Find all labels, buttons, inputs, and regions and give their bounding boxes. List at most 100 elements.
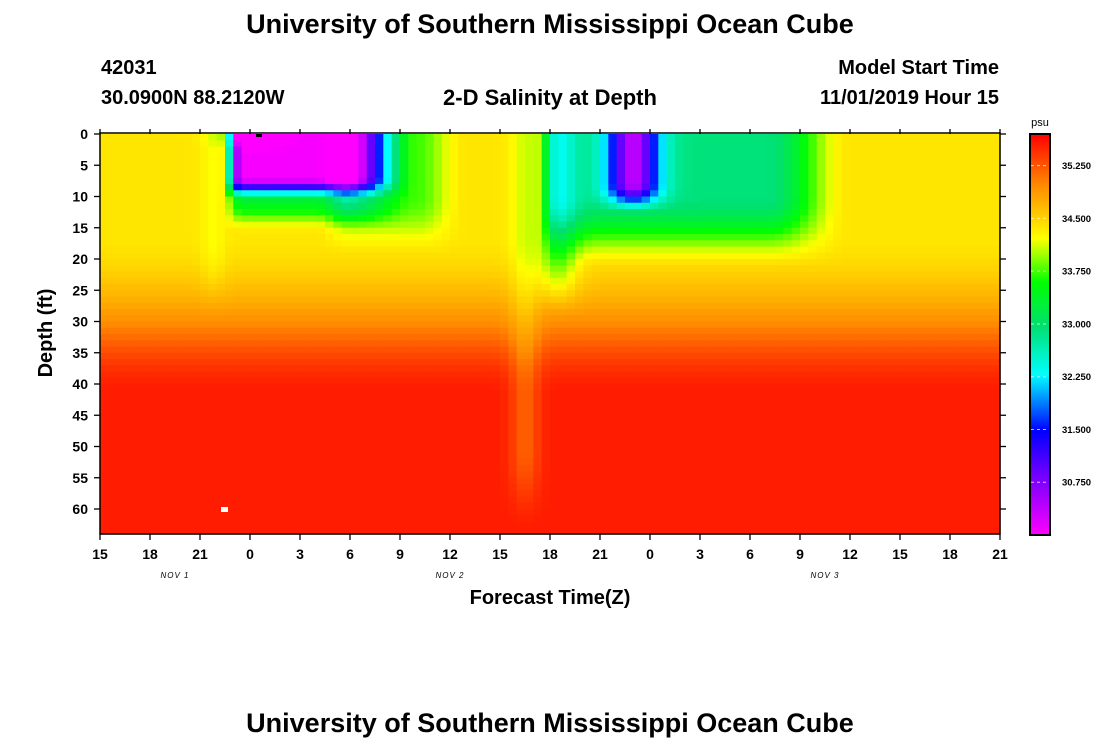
heatmap-cell [675,346,684,354]
heatmap-cell [216,277,226,285]
heatmap-cell [575,277,584,285]
heatmap-cell [225,334,234,341]
heatmap-cell [266,215,276,223]
heatmap-cell [641,465,651,473]
heatmap-cell [408,240,418,248]
heatmap-cell [716,459,726,466]
heatmap-cell [516,502,526,510]
heatmap-cell [316,496,326,504]
heatmap-cell [258,246,268,254]
heatmap-cell [650,427,659,435]
heatmap-cell [275,359,284,366]
heatmap-cell [541,246,551,254]
heatmap-cell [116,296,126,304]
heatmap-cell [141,209,151,216]
heatmap-cell [583,352,593,360]
heatmap-cell [516,527,526,535]
heatmap-cell [258,502,268,510]
heatmap-cell [208,327,218,335]
heatmap-cell [425,440,434,448]
heatmap-cell [708,146,718,154]
heatmap-cell [108,377,118,385]
heatmap-cell [408,421,418,429]
heatmap-cell [625,440,634,448]
heatmap-cell [525,527,534,535]
heatmap-cell [525,184,534,191]
heatmap-cell [600,340,609,348]
heatmap-cell [216,302,226,310]
heatmap-cell [300,496,309,504]
heatmap-cell [500,527,509,535]
heatmap-cell [408,452,418,460]
heatmap-cell [400,440,409,448]
heatmap-cell [283,334,293,341]
heatmap-cell [450,496,459,504]
heatmap-cell [458,402,468,410]
heatmap-cell [241,140,251,148]
heatmap-cell [450,165,459,173]
heatmap-cell [491,434,501,441]
heatmap-cell [316,259,326,266]
heatmap-cell [433,227,443,235]
heatmap-cell [475,327,484,335]
heatmap-cell [466,271,476,279]
heatmap-cell [275,527,284,535]
heatmap-cell [133,290,143,298]
heatmap-cell [483,159,493,166]
heatmap-cell [191,171,201,179]
heatmap-cell [741,465,751,473]
heatmap-cell [175,240,184,248]
heatmap-cell [716,215,726,223]
heatmap-cell [600,146,609,154]
heatmap-cell [191,496,201,504]
heatmap-cell [741,240,751,248]
heatmap-cell [108,302,118,310]
heatmap-cell [700,421,709,429]
heatmap-cell [733,334,743,341]
heatmap-cell [616,446,626,454]
heatmap-cell [433,209,443,216]
heatmap-cell [641,259,651,266]
heatmap-cell [633,165,643,173]
heatmap-cell [500,340,509,348]
heatmap-cell [400,452,409,460]
heatmap-cell [225,371,234,379]
heatmap-cell [175,440,184,448]
heatmap-cell [683,371,693,379]
heatmap-cell [133,509,143,516]
heatmap-cell [458,390,468,398]
heatmap-cell [450,246,459,254]
heatmap-cell [266,446,276,454]
heatmap-cell [416,265,426,273]
heatmap-cell [700,365,709,373]
heatmap-cell [175,521,184,529]
heatmap-cell [258,134,268,141]
heatmap-cell [166,402,176,410]
heatmap-cell [550,465,559,473]
heatmap-cell [375,527,384,535]
heatmap-cell [583,484,593,491]
heatmap-cell [733,446,743,454]
heatmap-cell [200,327,209,335]
heatmap-cell [391,465,401,473]
heatmap-cell [375,334,384,341]
heatmap-cell [391,402,401,410]
heatmap-cell [283,346,293,354]
heatmap-cell [516,465,526,473]
heatmap-cell [450,159,459,166]
heatmap-cell [516,221,526,229]
heatmap-cell [250,471,259,479]
heatmap-cell [741,502,751,510]
heatmap-cell [250,240,259,248]
heatmap-cell [191,371,201,379]
heatmap-cell [708,396,718,404]
heatmap-cell [491,259,501,266]
heatmap-cell [700,434,709,441]
heatmap-cell [491,384,501,391]
heatmap-cell [733,434,743,441]
heatmap-cell [516,440,526,448]
heatmap-cell [275,265,284,273]
heatmap-cell [583,134,593,141]
heatmap-cell [600,202,609,210]
